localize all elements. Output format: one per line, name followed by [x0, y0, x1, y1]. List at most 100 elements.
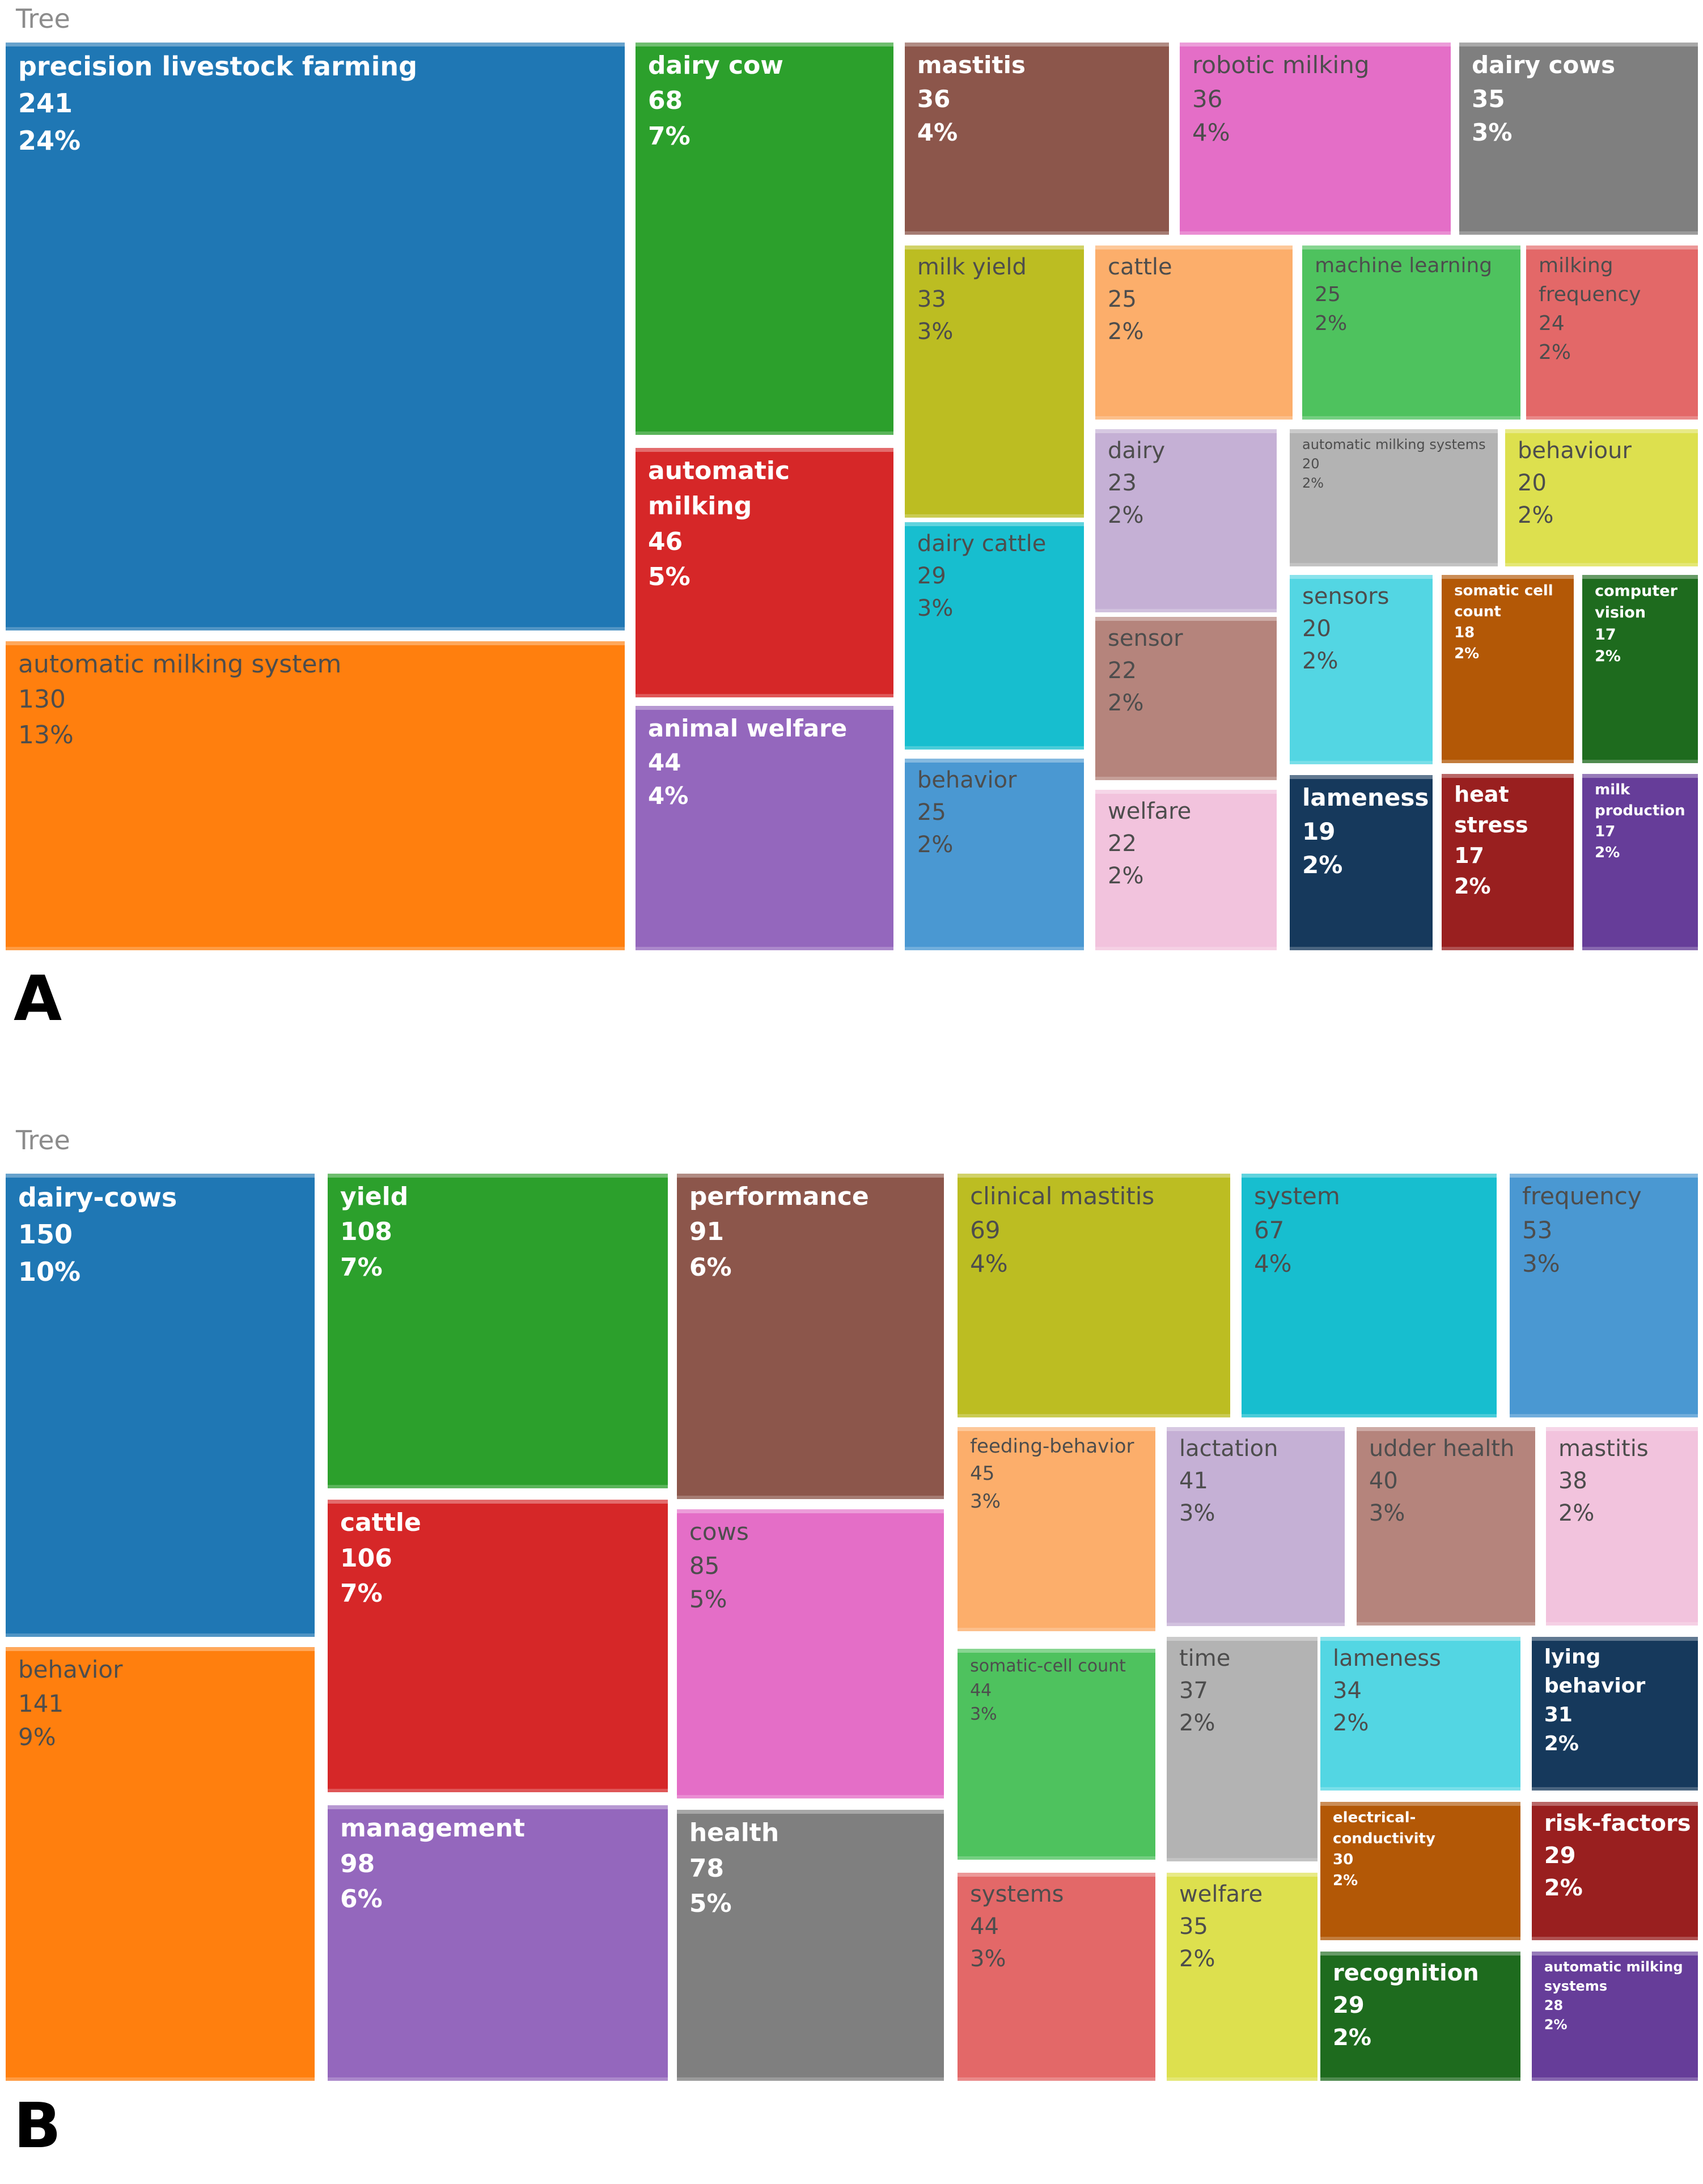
tile-percent: 2%	[1108, 862, 1144, 889]
tile-percent: 7%	[648, 121, 690, 151]
treemap-tile[interactable]: system 67 4%	[1241, 1174, 1497, 1418]
tile-value: 85	[689, 1551, 720, 1580]
treemap-tile[interactable]: udder health 40 3%	[1356, 1427, 1535, 1626]
tile-percent: 4%	[1253, 1250, 1292, 1278]
treemap-tile[interactable]: precision livestock farming 241 24%	[6, 43, 625, 630]
tile-percent: 5%	[648, 562, 690, 592]
tile-label: cows	[689, 1518, 749, 1546]
tile-value: 46	[648, 527, 683, 556]
tile-label: automatic milking	[648, 456, 799, 521]
treemap-tile[interactable]: dairy cattle 29 3%	[904, 522, 1085, 750]
treemap-tile[interactable]: lameness 19 2%	[1290, 775, 1433, 950]
treemap-tile[interactable]: cows 85 5%	[676, 1509, 944, 1799]
treemap-tile[interactable]: dairy 23 2%	[1095, 429, 1277, 612]
treemap-tile[interactable]: milk production 17 2%	[1582, 773, 1698, 950]
tile-percent: 4%	[1192, 118, 1230, 147]
tile-percent: 3%	[1179, 1500, 1215, 1526]
tile-percent: 2%	[1302, 647, 1338, 674]
tile-percent: 2%	[1539, 341, 1571, 365]
treemap-tile[interactable]: dairy cow 68 7%	[636, 43, 893, 435]
treemap-tile[interactable]: sensors 20 2%	[1290, 574, 1433, 764]
tile-percent: 3%	[970, 1489, 1001, 1513]
tile-value: 241	[18, 88, 73, 119]
panel-label-a: A	[14, 962, 62, 1035]
tile-label: clinical mastitis	[970, 1182, 1155, 1210]
tile-value: 28	[1544, 1997, 1564, 2014]
tile-label: system	[1253, 1182, 1340, 1210]
tile-percent: 2%	[1302, 851, 1343, 879]
tile-percent: 2%	[1558, 1500, 1595, 1526]
tile-value: 31	[1544, 1703, 1573, 1727]
treemap-tile[interactable]: performance 91 6%	[676, 1174, 944, 1500]
treemap-tile[interactable]: sensor 22 2%	[1095, 616, 1277, 780]
tile-label: lameness	[1333, 1645, 1441, 1671]
tile-value: 78	[689, 1853, 725, 1883]
treemap-tile[interactable]: behavior 25 2%	[904, 759, 1085, 950]
tile-label: dairy-cows	[18, 1182, 177, 1213]
tile-value: 20	[1302, 456, 1320, 472]
tile-value: 41	[1179, 1467, 1208, 1494]
tile-percent: 2%	[1454, 873, 1491, 899]
tile-value: 141	[18, 1689, 64, 1717]
treemap-tile[interactable]: milking frequency 24 2%	[1526, 245, 1698, 420]
tile-value: 36	[1192, 84, 1223, 113]
tile-value: 36	[917, 84, 951, 113]
tile-label: behavior	[917, 767, 1017, 794]
treemap-tile[interactable]: feeding-behavior 45 3%	[958, 1427, 1155, 1632]
treemap-tile[interactable]: computer vision 17 2%	[1582, 574, 1698, 764]
treemap-tile[interactable]: automatic milking systems 20 2%	[1290, 429, 1498, 567]
tile-value: 106	[340, 1543, 392, 1573]
treemap-tile[interactable]: lactation 41 3%	[1167, 1427, 1345, 1627]
treemap-tile[interactable]: clinical mastitis 69 4%	[958, 1174, 1230, 1418]
treemap-tile[interactable]: welfare 35 2%	[1167, 1872, 1318, 2081]
tile-label: automatic milking systems	[1544, 1959, 1688, 1995]
treemap-tile[interactable]: automatic milking system 130 13%	[6, 641, 625, 950]
treemap-tile[interactable]: heat stress 17 2%	[1442, 773, 1574, 950]
tile-percent: 10%	[18, 1256, 81, 1287]
tile-label: lactation	[1179, 1436, 1278, 1462]
treemap-tile[interactable]: mastitis 36 4%	[904, 43, 1169, 235]
treemap-tile[interactable]: systems 44 3%	[958, 1872, 1155, 2081]
tile-label: automatic milking systems	[1302, 437, 1486, 453]
treemap-tile[interactable]: yield 108 7%	[328, 1174, 668, 1489]
tile-label: udder health	[1369, 1436, 1515, 1462]
treemap-tile[interactable]: electrical-conductivity 30 2%	[1320, 1802, 1521, 1940]
treemap-tile[interactable]: frequency 53 3%	[1510, 1174, 1698, 1418]
treemap-tile[interactable]: cattle 25 2%	[1095, 245, 1293, 420]
treemap-tile[interactable]: robotic milking 36 4%	[1179, 43, 1451, 235]
tile-value: 25	[917, 799, 946, 826]
treemap-tile[interactable]: automatic milking 46 5%	[636, 448, 893, 697]
tile-label: risk-factors	[1544, 1810, 1691, 1836]
treemap-tile[interactable]: animal welfare 44 4%	[636, 706, 893, 950]
treemap-tile[interactable]: behaviour 20 2%	[1505, 429, 1698, 567]
treemap-tile[interactable]: somatic-cell count 44 3%	[958, 1649, 1155, 1860]
treemap-tile[interactable]: somatic cell count 18 2%	[1442, 574, 1574, 764]
treemap-tile[interactable]: behavior 141 9%	[6, 1647, 315, 2081]
treemap-tile[interactable]: machine learning 25 2%	[1302, 245, 1521, 420]
treemap-tile[interactable]: recognition 29 2%	[1320, 1952, 1521, 2081]
tile-label: dairy cattle	[917, 530, 1047, 557]
tile-label: frequency	[1522, 1182, 1642, 1210]
tile-percent: 2%	[1518, 502, 1554, 528]
tile-percent: 5%	[689, 1889, 732, 1919]
treemap-tile[interactable]: lying behavior 31 2%	[1531, 1636, 1698, 1791]
tile-value: 29	[1333, 1992, 1365, 2018]
treemap-tile[interactable]: time 37 2%	[1167, 1636, 1318, 1861]
treemap-tile[interactable]: management 98 6%	[328, 1805, 668, 2081]
treemap-tile[interactable]: dairy cows 35 3%	[1459, 43, 1698, 235]
treemap-tile[interactable]: risk-factors 29 2%	[1531, 1802, 1698, 1940]
treemap-tile[interactable]: automatic milking systems 28 2%	[1531, 1952, 1698, 2081]
tile-label: cattle	[340, 1508, 421, 1538]
treemap-tile[interactable]: cattle 106 7%	[328, 1500, 668, 1793]
treemap-tile[interactable]: mastitis 38 2%	[1545, 1427, 1698, 1626]
tile-percent: 3%	[917, 595, 954, 621]
tile-value: 33	[917, 286, 946, 312]
treemap-tile[interactable]: lameness 34 2%	[1320, 1636, 1521, 1791]
treemap-tile[interactable]: milk yield 33 3%	[904, 245, 1085, 518]
tile-value: 45	[970, 1462, 995, 1485]
tile-percent: 2%	[1302, 475, 1324, 492]
treemap-tile[interactable]: health 78 5%	[676, 1810, 944, 2081]
treemap-tile[interactable]: dairy-cows 150 10%	[6, 1174, 315, 1637]
treemap-tile[interactable]: welfare 22 2%	[1095, 789, 1277, 950]
tile-label: electrical-conductivity	[1333, 1809, 1435, 1847]
